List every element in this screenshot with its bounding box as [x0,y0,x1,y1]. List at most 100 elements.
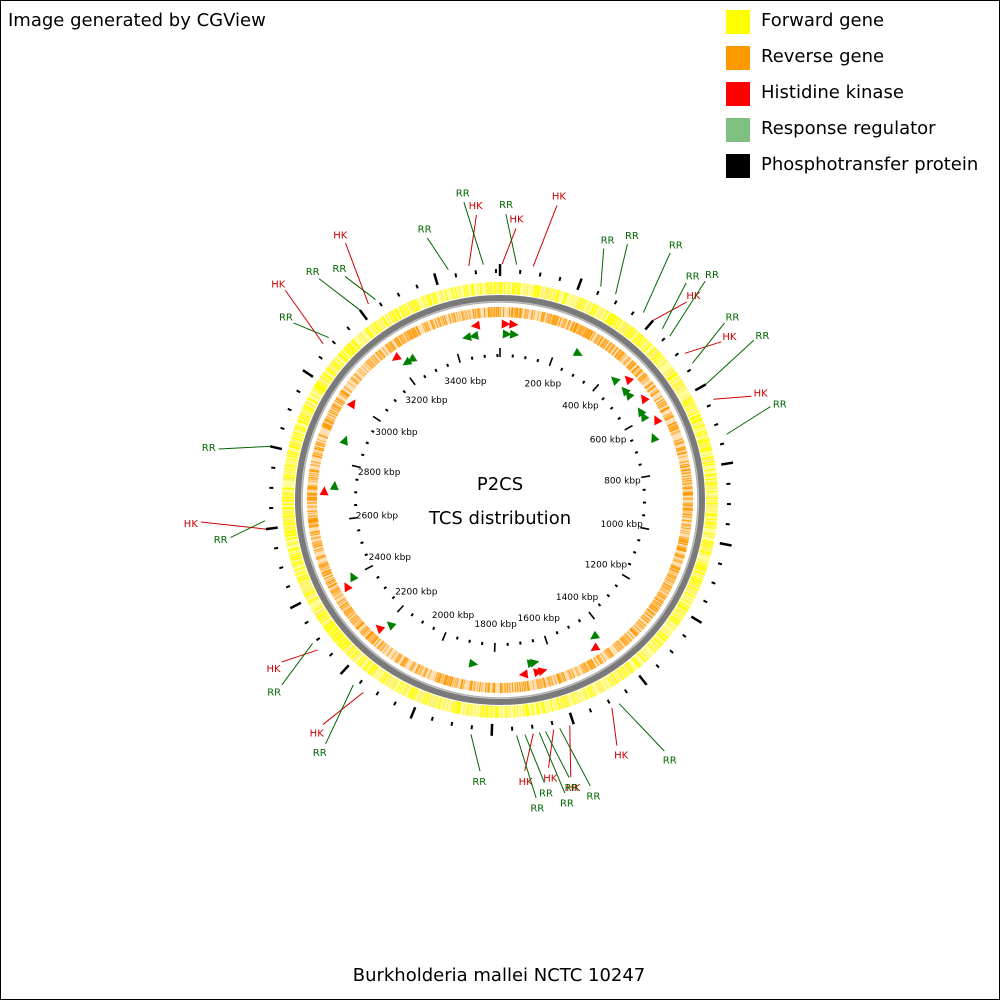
reverse-gene [438,673,443,684]
forward-gene [674,384,686,393]
forward-gene [637,652,647,663]
reverse-gene [519,308,522,319]
tick-label: 3400 kbp [444,377,487,387]
forward-gene [586,686,593,698]
hk-label: HK [469,201,484,212]
forward-gene [413,688,420,701]
reverse-gene [330,407,340,413]
reverse-gene [573,323,579,333]
forward-gene [476,283,479,296]
forward-gene [705,513,718,516]
reverse-gene [437,673,442,683]
reverse-gene [624,633,632,642]
rr-label: RR [586,792,600,803]
inner-tick [566,625,571,630]
forward-gene [438,290,443,303]
backbone-ring [295,295,705,705]
forward-gene [282,512,295,515]
forward-gene [620,323,629,334]
inner-tick [391,595,396,600]
reverse-gene [644,381,653,389]
reverse-gene [565,319,571,330]
reverse-gene [677,455,688,459]
reverse-gene [595,655,602,665]
forward-gene [514,282,518,295]
reverse-gene [590,332,597,342]
histidine-kinase-marker [501,319,511,329]
reverse-gene [318,433,329,438]
forward-gene [669,616,680,625]
legend-label-response-regulator: Response regulator [761,118,936,139]
hk-label: HK [310,728,325,739]
reverse-gene [600,338,607,348]
reverse-gene [650,390,660,397]
forward-gene [322,619,334,628]
forward-gene [340,350,351,360]
forward-gene [344,345,355,356]
legend-swatch-reverse-gene [726,46,750,70]
response-regulator-marker [509,329,520,339]
forward-gene [609,673,617,685]
callout-line [684,341,722,354]
forward-gene [580,688,587,701]
reverse-gene [593,656,600,666]
forward-gene [351,339,361,350]
inner-tick [456,353,461,363]
reverse-gene [472,308,475,319]
reverse-gene [575,666,581,676]
reverse-gene [394,653,402,663]
inner-tick [555,630,559,635]
outer-tick [296,389,301,394]
outer-tick [538,272,542,277]
legend-label-phosphotransfer-protein: Phosphotransfer protein [761,154,979,175]
forward-gene [312,604,324,613]
forward-gene [430,293,436,305]
forward-gene [683,401,696,409]
forward-gene [693,569,706,575]
outer-tick [613,300,618,305]
forward-gene [304,402,316,409]
forward-gene [425,693,431,706]
reverse-gene [329,409,339,415]
forward-gene [656,633,667,643]
forward-gene [674,384,686,392]
reverse-gene [515,307,518,318]
forward-gene [282,519,296,522]
forward-gene [596,307,604,319]
forward-gene [291,559,304,564]
reverse-gene [630,627,639,636]
reverse-gene [451,677,456,688]
forward-gene [284,468,297,472]
reverse-gene [682,511,693,513]
reverse-gene [671,563,681,569]
reverse-gene [407,329,414,340]
forward-gene [589,684,596,697]
histidine-kinase-marker [391,352,402,362]
outer-tick [289,601,302,610]
forward-gene [694,429,707,435]
forward-gene [427,694,433,706]
reverse-gene [680,468,691,472]
forward-gene [404,303,411,315]
reverse-gene [372,354,380,363]
forward-gene [595,306,602,318]
reverse-gene [682,513,693,515]
reverse-gene [542,312,546,323]
forward-gene [673,382,685,390]
reverse-gene [596,655,603,665]
forward-gene [647,643,657,653]
reverse-gene [344,608,353,615]
reverse-gene [331,588,341,595]
forward-gene [680,597,692,605]
reverse-gene [551,314,555,325]
reverse-gene [328,410,338,417]
reverse-gene [556,673,561,684]
outer-tick [454,273,458,278]
inner-tick [409,377,416,386]
outer-tick [339,664,350,675]
reverse-gene [459,679,463,689]
callout-line [318,278,361,311]
callout-line [713,395,752,400]
reverse-gene [325,578,336,584]
